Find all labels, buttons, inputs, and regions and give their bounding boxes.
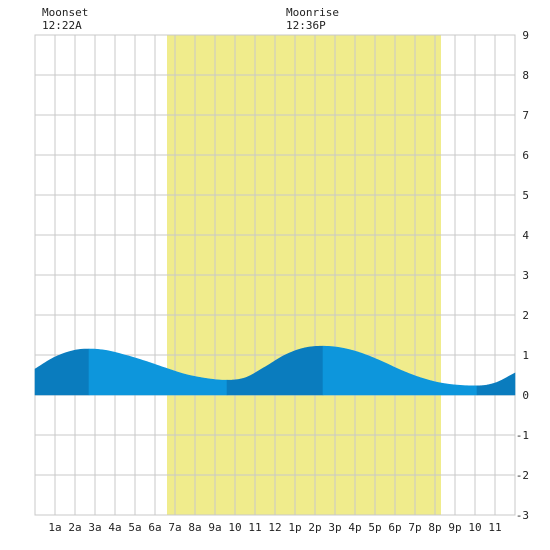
x-tick-label: 5a xyxy=(128,521,141,534)
y-tick-label: 5 xyxy=(522,189,529,202)
x-tick-label: 6p xyxy=(388,521,401,534)
moonrise-time: 12:36P xyxy=(286,19,326,32)
y-tick-label: -2 xyxy=(516,469,529,482)
y-tick-label: 6 xyxy=(522,149,529,162)
x-tick-label: 1a xyxy=(48,521,61,534)
x-tick-label: 8p xyxy=(428,521,441,534)
y-tick-label: 9 xyxy=(522,29,529,42)
y-tick-label: 4 xyxy=(522,229,529,242)
x-tick-label: 5p xyxy=(368,521,381,534)
tide-area-segment-2 xyxy=(88,348,228,396)
tide-area-segment-4 xyxy=(322,345,478,396)
y-tick-label: -1 xyxy=(516,429,529,442)
x-tick-label: 11 xyxy=(488,521,501,534)
moonrise-label: Moonrise xyxy=(286,6,339,19)
x-tick-label: 7a xyxy=(168,521,181,534)
y-tick-label: 2 xyxy=(522,309,529,322)
tide-area-segment-3 xyxy=(226,345,324,396)
x-tick-label: 10 xyxy=(468,521,481,534)
tide-area-segment-1 xyxy=(34,348,90,396)
y-tick-label: 7 xyxy=(522,109,529,122)
tide-area-segment-5 xyxy=(476,372,516,396)
x-tick-label: 12 xyxy=(268,521,281,534)
y-tick-labels: -3 -2 -1 0 1 2 3 4 5 6 7 8 9 xyxy=(516,29,530,522)
x-tick-label: 10 xyxy=(228,521,241,534)
tide-area-layer xyxy=(34,345,516,396)
x-tick-label: 4p xyxy=(348,521,361,534)
x-tick-label: 7p xyxy=(408,521,421,534)
x-tick-labels: 1a 2a 3a 4a 5a 6a 7a 8a 9a 10 11 12 1p 2p 3p 4p 5p 6p 7p 8p… xyxy=(48,521,501,534)
plot-frame xyxy=(34,34,516,516)
x-tick-label: 8a xyxy=(188,521,201,534)
x-tick-label: 2a xyxy=(68,521,81,534)
y-tick-label: 0 xyxy=(522,389,529,402)
x-tick-label: 3p xyxy=(328,521,341,534)
x-tick-label: 9a xyxy=(208,521,221,534)
x-tick-label: 11 xyxy=(248,521,261,534)
y-tick-label: 1 xyxy=(522,349,529,362)
x-tick-label: 9p xyxy=(448,521,461,534)
x-tick-label: 1p xyxy=(288,521,301,534)
y-tick-label: 3 xyxy=(522,269,529,282)
y-tick-label: 8 xyxy=(522,69,529,82)
x-tick-label: 2p xyxy=(308,521,321,534)
moonset-time: 12:22A xyxy=(42,19,82,32)
x-tick-label: 6a xyxy=(148,521,161,534)
moonset-label: Moonset xyxy=(42,6,88,19)
x-tick-label: 3a xyxy=(88,521,101,534)
grid-layer xyxy=(34,34,516,516)
x-tick-label: 4a xyxy=(108,521,121,534)
y-tick-label: -3 xyxy=(516,509,529,522)
